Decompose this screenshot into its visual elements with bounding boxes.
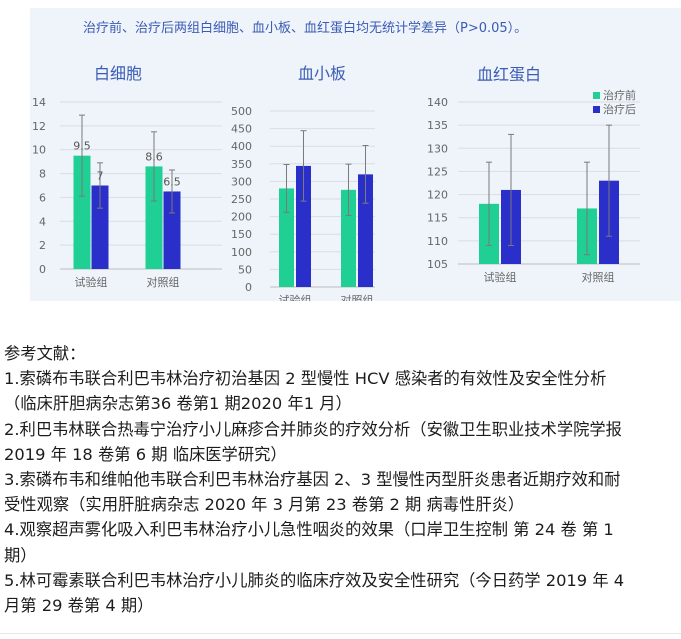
y-tick-label: 250 — [231, 193, 252, 206]
legend-swatch — [593, 106, 600, 113]
y-tick-label: 105 — [427, 258, 448, 271]
y-tick-label: 350 — [231, 158, 252, 171]
category-label: 对照组 — [582, 270, 615, 284]
data-label: 8.6 — [145, 150, 163, 163]
y-tick-label: 150 — [231, 228, 252, 241]
category-label: 试验组 — [484, 270, 517, 284]
y-tick-label: 125 — [427, 165, 448, 178]
reference-line: 4.观察超声雾化吸入利巴韦林治疗小儿急性咽炎的效果（口岸卫生控制 第 24 卷 … — [4, 520, 614, 540]
bar-after — [358, 174, 373, 287]
reference-line: 3.索磷布韦和维帕他韦联合利巴韦林治疗基因 2、3 型慢性丙型肝炎患者近期疗效和… — [4, 470, 621, 490]
chart-note: 治疗前、治疗后两组白细胞、血小板、血红蛋白均无统计学差异（P>0.05）。 — [83, 21, 528, 36]
chart-title: 血小板 — [298, 64, 346, 83]
legend-label: 治疗前 — [603, 88, 636, 102]
y-tick-label: 135 — [427, 119, 448, 132]
bar-after — [296, 165, 311, 287]
y-tick-label: 450 — [231, 123, 252, 136]
reference-line: 5.林可霉素联合利巴韦林治疗小儿肺炎的临床疗效及安全性研究（今日药学 2019 … — [4, 570, 625, 590]
y-tick-label: 200 — [231, 211, 252, 224]
chart-title: 血红蛋白 — [477, 65, 541, 84]
chart-title: 白细胞 — [94, 64, 142, 83]
y-tick-label: 110 — [427, 235, 448, 248]
y-tick-label: 115 — [427, 212, 448, 225]
reference-line: （临床肝胆病杂志第36 卷第1 期2020 年1 月） — [4, 394, 352, 414]
legend-swatch — [593, 92, 600, 99]
y-tick-label: 0 — [39, 263, 46, 276]
y-tick-label: 12 — [32, 120, 46, 133]
y-tick-label: 100 — [231, 246, 252, 259]
data-label: 7 — [97, 170, 104, 183]
category-label: 试验组 — [279, 293, 312, 301]
y-tick-label: 140 — [427, 96, 448, 109]
bar-before — [341, 189, 356, 287]
bar-before — [279, 188, 294, 287]
y-tick-label: 400 — [231, 140, 252, 153]
bar-before — [145, 166, 163, 269]
divider — [0, 633, 681, 634]
y-tick-label: 2 — [39, 239, 46, 252]
bar-after — [163, 191, 181, 269]
reference-line: 期） — [4, 545, 37, 565]
reference-line: 受性观察（实用肝脏病杂志 2020 年 3 月第 23 卷第 2 期 病毒性肝炎… — [4, 495, 525, 515]
reference-line: 月第 29 卷第 4 期） — [4, 596, 154, 616]
y-tick-label: 500 — [231, 105, 252, 118]
reference-line: 2019 年 18 卷第 6 期 临床医学研究） — [4, 444, 287, 464]
legend-label: 治疗后 — [603, 102, 636, 116]
reference-line: 2.利巴韦林联合热毒宁治疗小儿麻疹合并肺炎的疗效分析（安徽卫生职业技术学院学报 — [4, 419, 622, 439]
bar-after — [91, 185, 109, 269]
bar-before — [73, 155, 91, 269]
references: 参考文献： 1.索磷布韦联合利巴韦林治疗初治基因 2 型慢性 HCV 感染者的有… — [4, 341, 676, 618]
category-label: 对照组 — [341, 293, 374, 301]
y-tick-label: 130 — [427, 142, 448, 155]
y-tick-label: 8 — [39, 168, 46, 181]
data-label: 6.5 — [163, 175, 181, 188]
charts-svg: 白细胞 0 2 4 6 8 10 12 14 9.5 7 试验组 8.66.5 对照组 血小板 0 50 100 1… — [32, 64, 640, 301]
y-tick-label: 0 — [245, 281, 252, 294]
y-tick-label: 120 — [427, 189, 448, 202]
references-heading: 参考文献： — [4, 344, 86, 363]
data-label: 9.5 — [73, 140, 91, 153]
category-label: 试验组 — [75, 275, 108, 289]
y-tick-label: 4 — [39, 215, 46, 228]
y-tick-label: 14 — [32, 96, 46, 109]
y-tick-label: 10 — [32, 144, 46, 157]
category-label: 对照组 — [147, 275, 180, 289]
y-tick-label: 300 — [231, 175, 252, 188]
y-tick-label: 50 — [238, 263, 252, 276]
reference-line: 1.索磷布韦联合利巴韦林治疗初治基因 2 型慢性 HCV 感染者的有效性及安全性… — [4, 369, 607, 389]
y-tick-label: 6 — [39, 191, 46, 204]
